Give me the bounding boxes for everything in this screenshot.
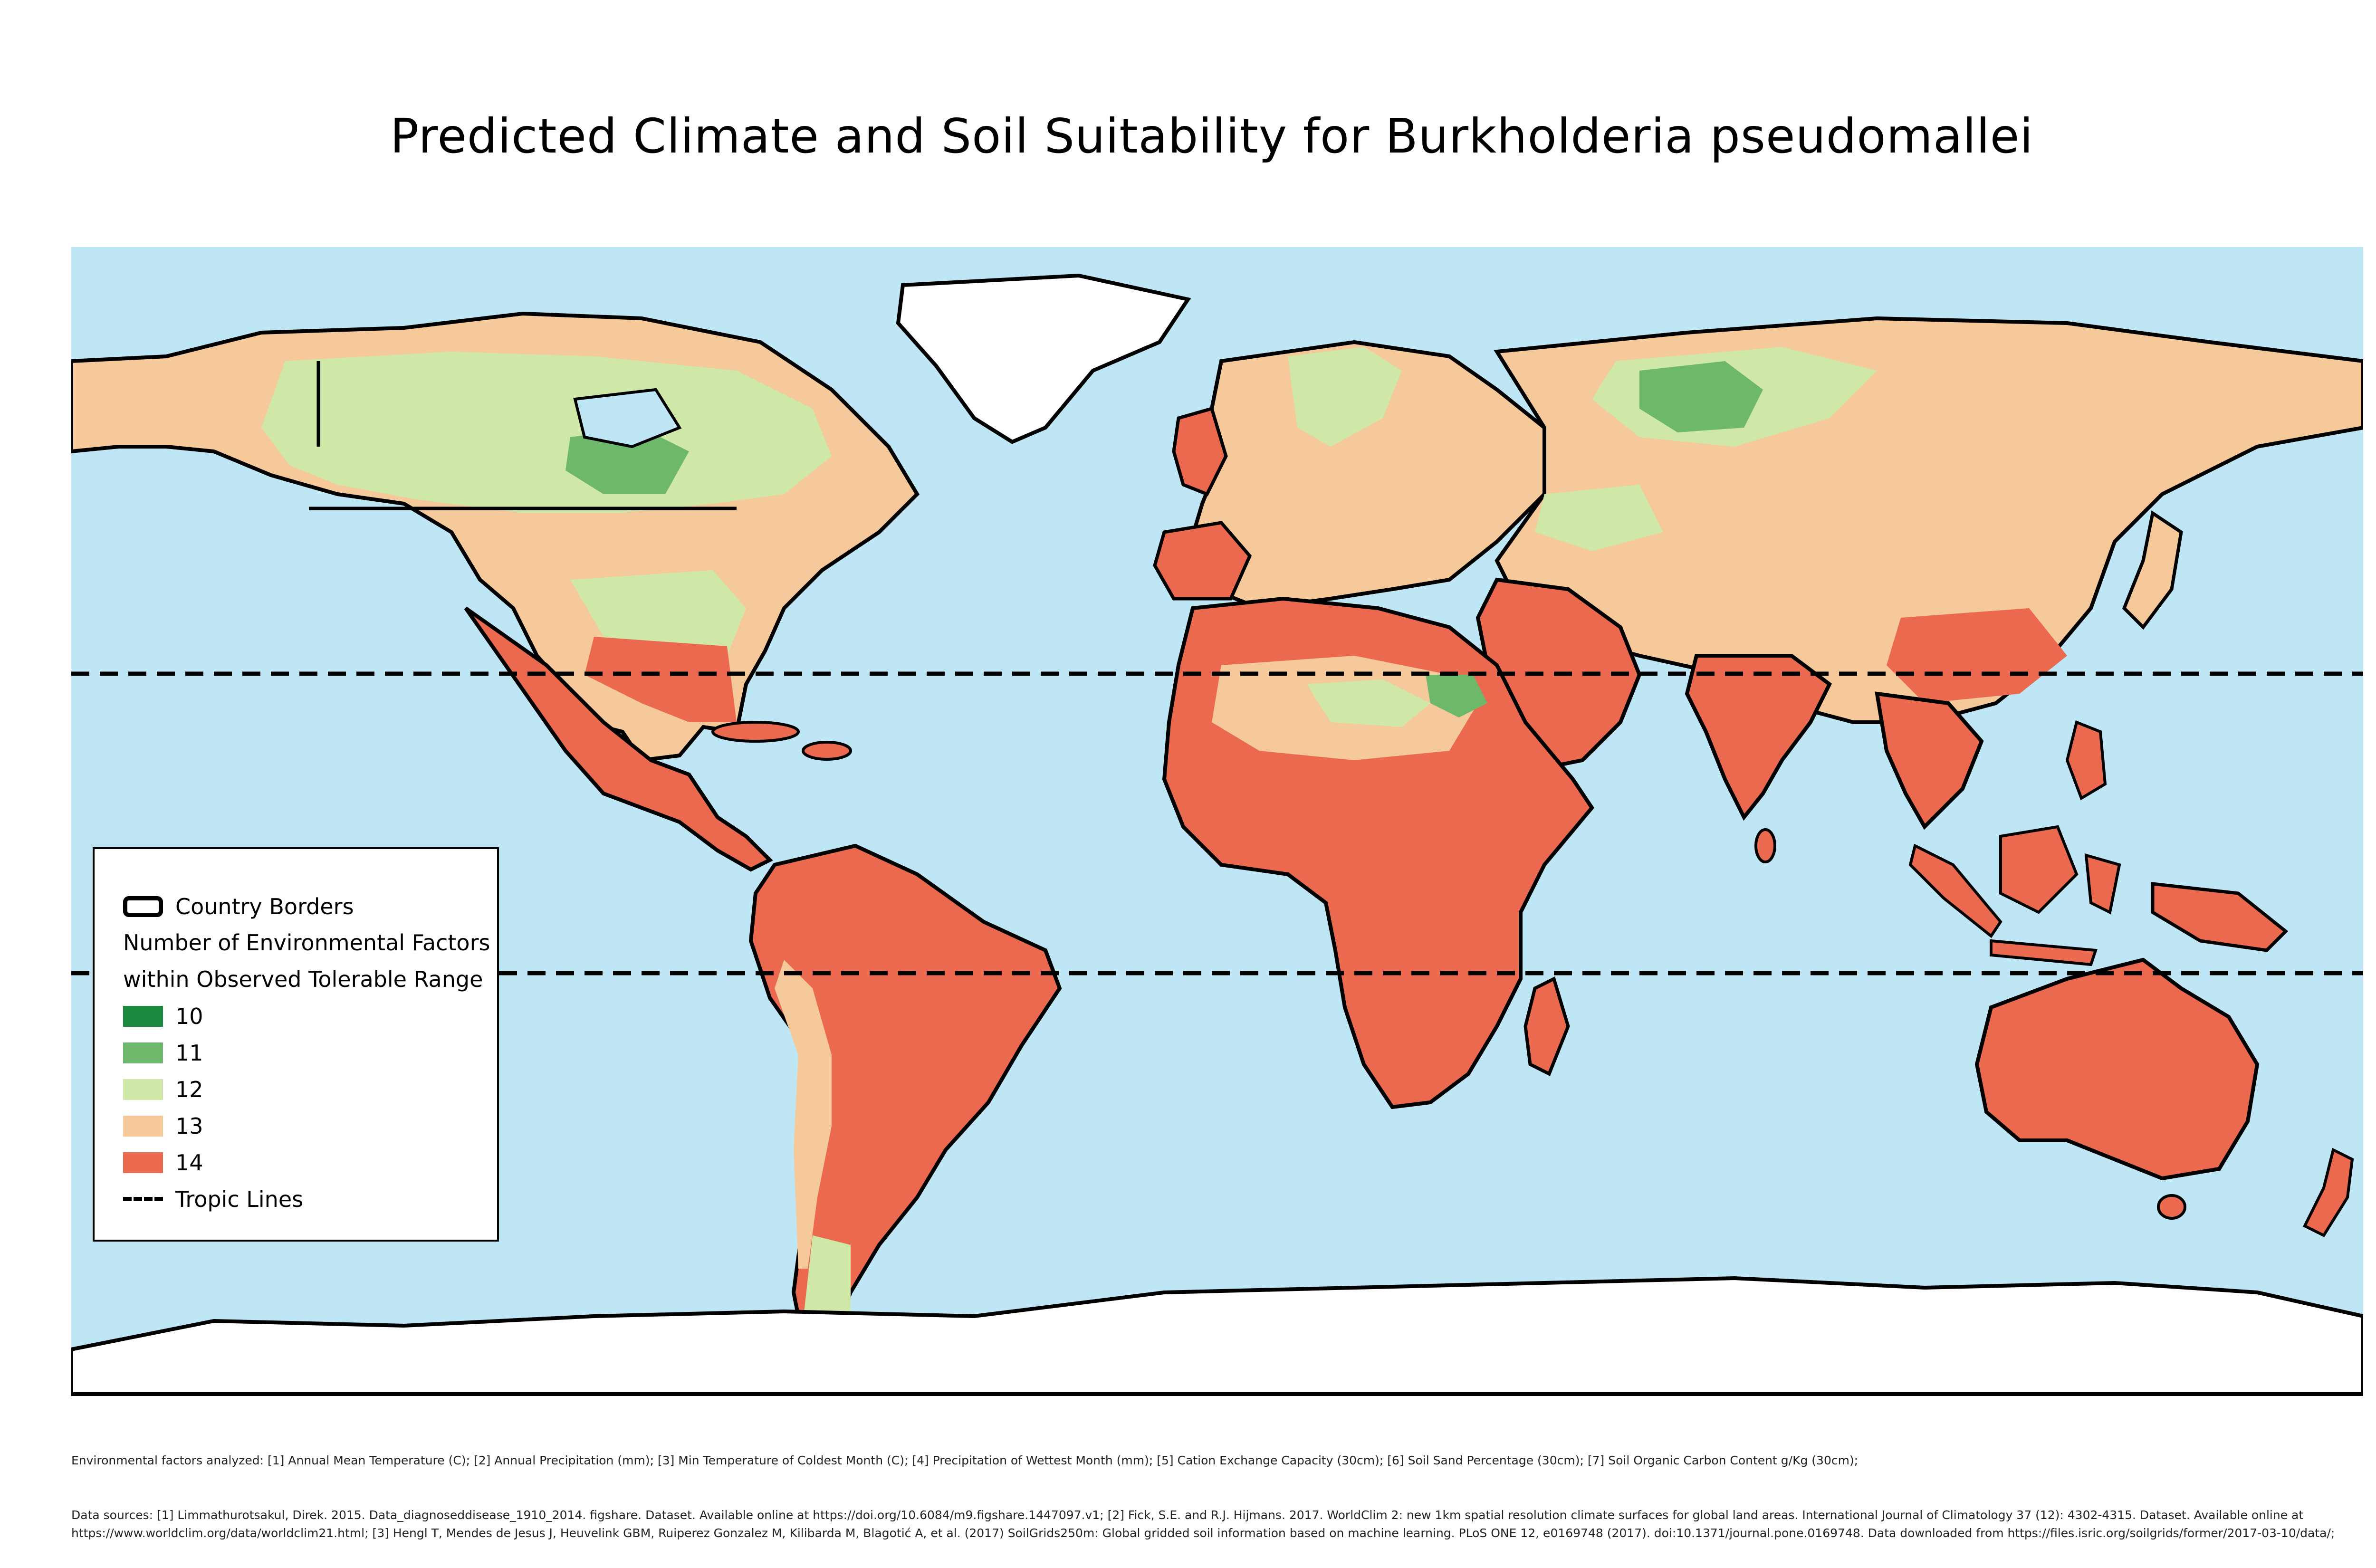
sahara-green [1307, 679, 1430, 727]
us-east-green [570, 570, 746, 660]
us-southeast-red [584, 637, 737, 722]
legend-row-class-13: 13 [123, 1108, 497, 1144]
legend-row-country-borders: Country Borders [123, 888, 497, 925]
legend-row-class-14: 14 [123, 1144, 497, 1181]
kazakh-steppe-green [1535, 485, 1663, 551]
map-title: Predicted Climate and Soil Suitability f… [390, 108, 2034, 164]
hispaniola [802, 741, 852, 761]
hudson-wetland [565, 428, 689, 494]
hudson-bay [573, 388, 682, 449]
country-border-swatch [123, 896, 163, 917]
legend-label-13: 13 [175, 1113, 203, 1139]
philippines [2065, 720, 2107, 801]
legend-swatch-14 [123, 1152, 163, 1173]
greenland [896, 273, 1191, 444]
java [1990, 939, 2098, 966]
andes-highlands [775, 960, 832, 1269]
footnote-environmental-factors: Environmental factors analyzed: [1] Annu… [71, 1453, 1859, 1467]
australia [1974, 957, 2260, 1181]
new-zealand [2302, 1147, 2354, 1237]
antarctica [71, 1276, 2363, 1396]
southeast-asia [1875, 691, 1984, 830]
tasmania [2157, 1194, 2186, 1220]
legend-label-tropic-lines: Tropic Lines [175, 1186, 304, 1212]
new-guinea [2151, 882, 2289, 952]
legend-swatch-10 [123, 1005, 163, 1027]
south-china-red [1887, 608, 2067, 703]
sumatra [1908, 843, 2002, 938]
borneo [1999, 825, 2079, 914]
tropic-line-swatch [123, 1197, 163, 1201]
sulawesi [2084, 853, 2121, 915]
footnote-data-sources: Data sources: [1] Limmathurotsakul, Dire… [71, 1508, 2335, 1540]
british-isles [1172, 406, 1228, 497]
scandinavia-green [1288, 347, 1402, 447]
legend-label-14: 14 [175, 1149, 203, 1176]
legend-label-12: 12 [175, 1076, 203, 1102]
canada-boreal [261, 352, 832, 513]
legend-heading-line1: Number of Environmental Factors [123, 930, 490, 956]
legend-label-country-borders: Country Borders [175, 893, 354, 919]
legend-label-11: 11 [175, 1040, 203, 1066]
cuba [711, 721, 800, 743]
legend-swatch-13 [123, 1115, 163, 1137]
west-siberian-lowland [1639, 361, 1763, 432]
legend-label-10: 10 [175, 1003, 203, 1029]
madagascar [1523, 976, 1570, 1076]
legend-swatch-11 [123, 1042, 163, 1063]
legend-heading-line2: within Observed Tolerable Range [123, 966, 483, 992]
japan [2122, 510, 2183, 630]
legend-swatch-12 [123, 1079, 163, 1100]
sri-lanka [1754, 828, 1776, 863]
iberia [1153, 521, 1252, 601]
legend-row-class-10: 10 [123, 998, 497, 1034]
legend-row-class-12: 12 [123, 1071, 497, 1108]
sahara-green-east [1426, 675, 1487, 717]
map-legend: Country Borders Number of Environmental … [93, 847, 499, 1242]
legend-row-class-11: 11 [123, 1034, 497, 1071]
legend-row-tropic-lines: Tropic Lines [123, 1181, 497, 1217]
